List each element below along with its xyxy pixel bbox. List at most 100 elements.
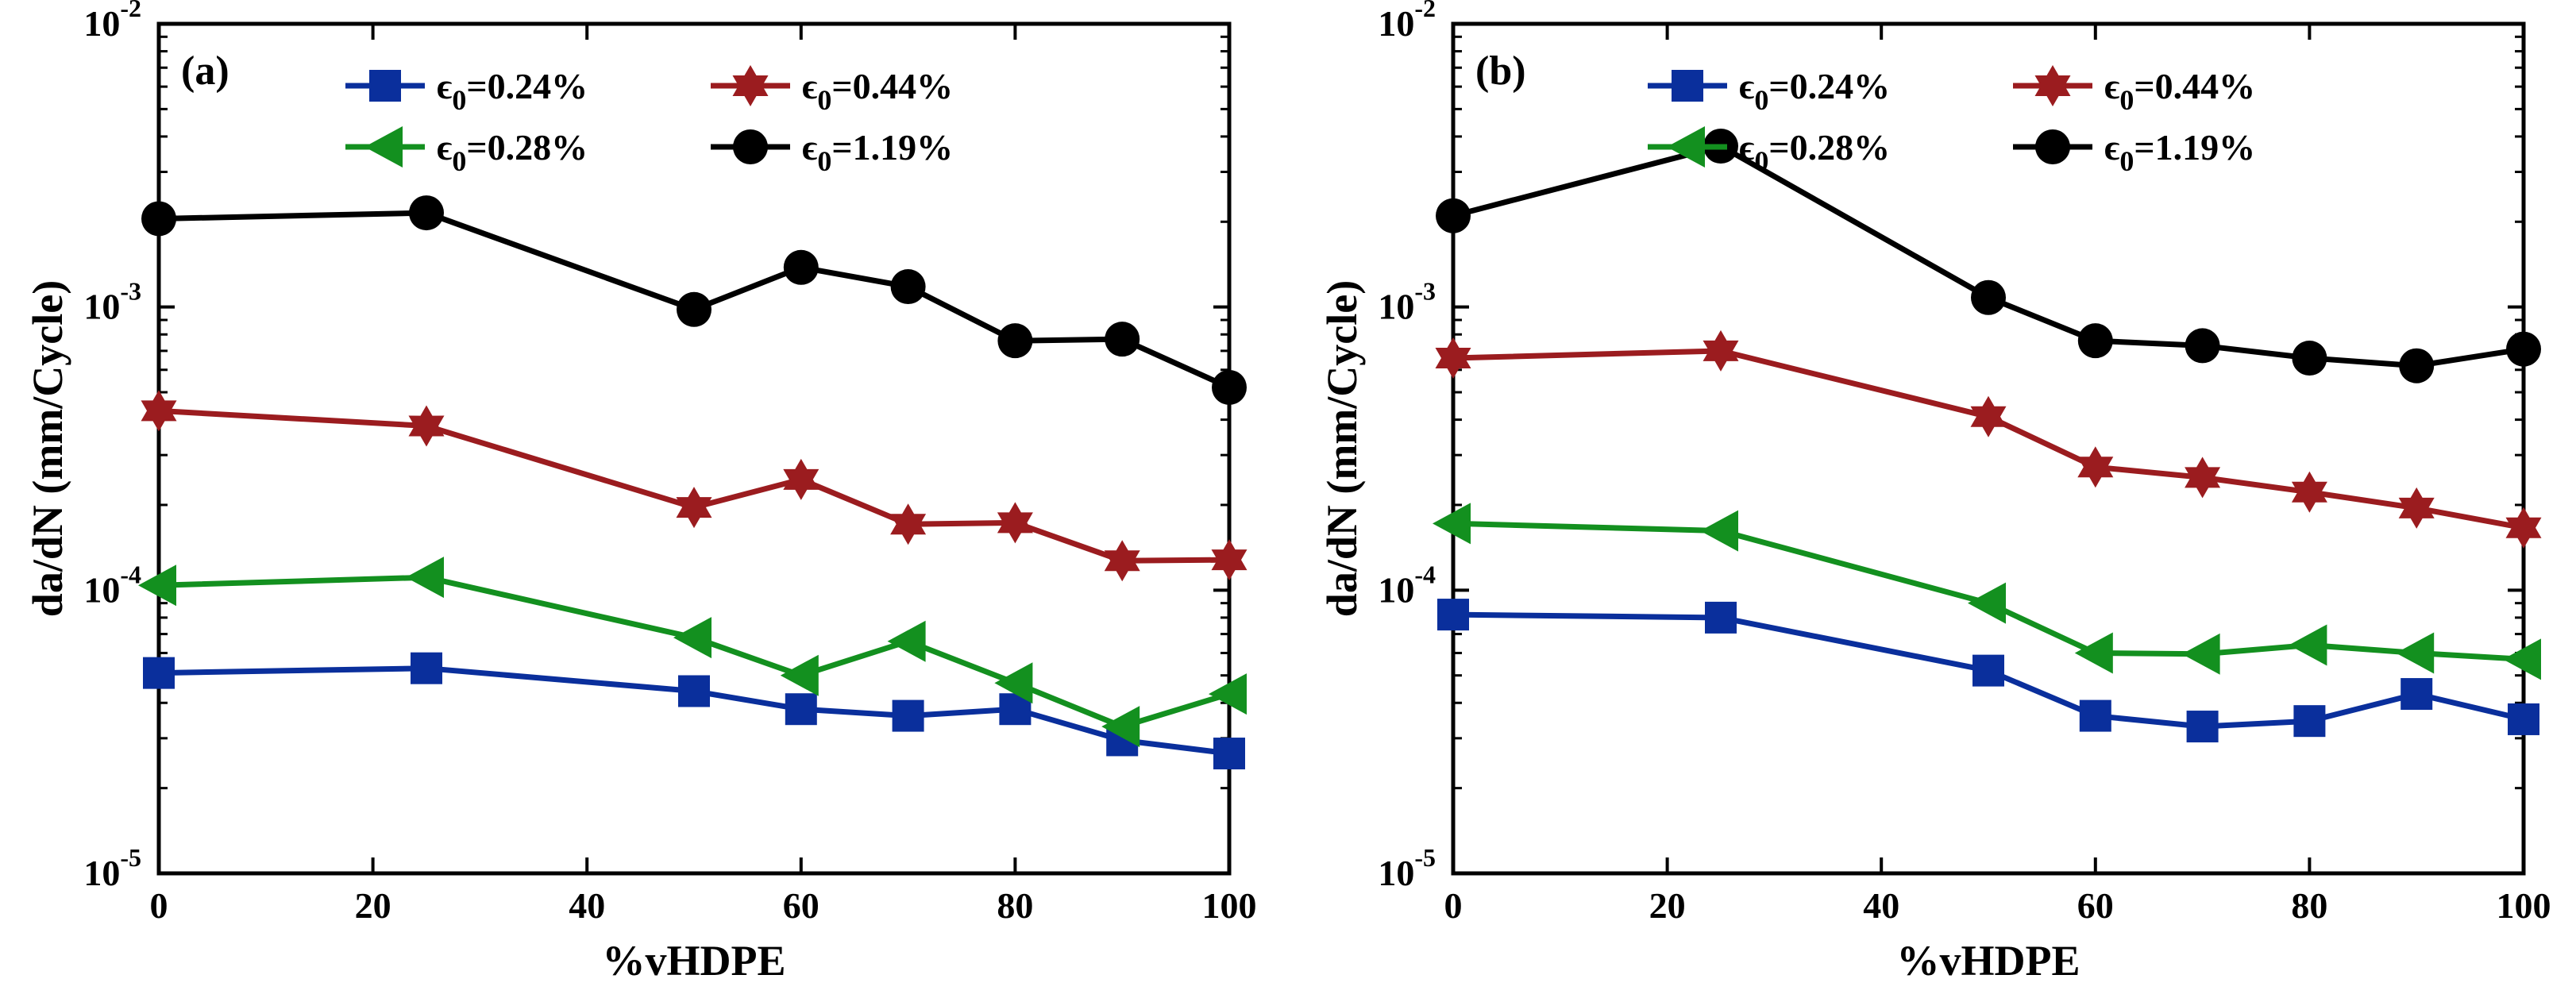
x-tick-label: 40 bbox=[569, 885, 605, 926]
data-point bbox=[1971, 279, 2006, 315]
data-point bbox=[677, 291, 711, 327]
data-point bbox=[785, 693, 817, 726]
data-point bbox=[1700, 510, 1738, 552]
series-square bbox=[1437, 599, 2539, 743]
data-point bbox=[1968, 582, 2006, 624]
legend-entry: ϵ0=0.28% bbox=[345, 126, 588, 177]
data-point bbox=[1101, 706, 1140, 748]
y-tick-label: 10-4 bbox=[1378, 560, 1436, 610]
chart-panel-b: 10-5 10-4 10-3 10-2 0 20 40 60 80 100 %vHDPE da/dN … bbox=[1318, 0, 2551, 985]
data-point bbox=[2185, 457, 2221, 499]
data-point bbox=[1705, 601, 1737, 634]
data-point bbox=[143, 657, 175, 689]
legend-marker bbox=[364, 126, 403, 168]
data-point bbox=[2077, 323, 2113, 359]
y-axis-label: da/dN (mm/Cycle) bbox=[1318, 280, 1366, 617]
data-point bbox=[2503, 638, 2541, 680]
y-tick-label: 10-3 bbox=[1378, 277, 1436, 327]
legend-entry: ϵ0=0.28% bbox=[1648, 126, 1890, 177]
data-point bbox=[783, 458, 819, 500]
data-point bbox=[2185, 328, 2220, 364]
series-line bbox=[158, 407, 1230, 564]
data-point bbox=[2077, 446, 2114, 488]
data-point bbox=[1211, 539, 1248, 581]
legend-label: ϵ0=0.28% bbox=[437, 127, 588, 177]
x-tick-label: 60 bbox=[783, 885, 819, 926]
data-point bbox=[1435, 337, 1471, 379]
x-tick-label: 20 bbox=[355, 885, 391, 926]
series-line bbox=[1452, 348, 2524, 531]
series-line bbox=[158, 665, 1230, 757]
legend-marker bbox=[1667, 126, 1705, 168]
legend-label: ϵ0=1.19% bbox=[2104, 127, 2255, 177]
data-point bbox=[406, 557, 444, 599]
series-line bbox=[1452, 611, 2524, 730]
legend-marker bbox=[369, 70, 401, 102]
series-square bbox=[143, 652, 1245, 770]
data-point bbox=[678, 675, 710, 707]
y-tick-label: 10-3 bbox=[83, 277, 141, 327]
data-point bbox=[2505, 507, 2542, 549]
y-tick-label: 10-4 bbox=[83, 560, 141, 610]
data-point bbox=[1970, 395, 2007, 437]
y-tick-label: 10-5 bbox=[1378, 843, 1436, 893]
series-triangle-left bbox=[1433, 503, 2541, 680]
series-circle bbox=[141, 195, 1247, 405]
x-axis-label: %vHDPE bbox=[1896, 937, 2080, 985]
data-point bbox=[1437, 599, 1469, 631]
x-tick-label: 80 bbox=[997, 885, 1033, 926]
panel-label: (a) bbox=[181, 48, 229, 94]
data-point bbox=[1209, 673, 1247, 715]
legend-marker bbox=[2035, 129, 2070, 164]
legend-label: ϵ0=0.44% bbox=[2104, 66, 2255, 116]
series-line bbox=[158, 574, 1231, 730]
x-tick-label: 0 bbox=[150, 885, 168, 926]
y-tick-label: 10-2 bbox=[83, 0, 141, 44]
data-point bbox=[2293, 705, 2326, 738]
data-point bbox=[2396, 632, 2435, 674]
data-point bbox=[2181, 633, 2220, 675]
data-point bbox=[2186, 711, 2219, 743]
legend-label: ϵ0=1.19% bbox=[802, 127, 953, 177]
data-point bbox=[1213, 738, 1245, 770]
data-point bbox=[2508, 703, 2539, 735]
data-point bbox=[890, 503, 927, 545]
data-point bbox=[1104, 540, 1140, 582]
plot-area-frame bbox=[156, 21, 1232, 876]
series-line bbox=[158, 210, 1231, 391]
data-point bbox=[2398, 487, 2435, 529]
series-hexagram bbox=[141, 390, 1248, 582]
x-tick-label: 20 bbox=[1649, 885, 1686, 926]
legend-label: ϵ0=0.28% bbox=[1739, 127, 1890, 177]
data-point bbox=[2401, 678, 2433, 711]
series-line bbox=[1452, 520, 2524, 662]
data-point bbox=[411, 652, 442, 684]
series-triangle-left bbox=[138, 557, 1247, 748]
data-point bbox=[783, 249, 819, 285]
x-tick-label: 100 bbox=[1202, 885, 1257, 926]
data-point bbox=[673, 617, 711, 659]
panel-label: (b) bbox=[1475, 48, 1526, 94]
data-point bbox=[1703, 329, 1739, 372]
legend-entry: ϵ0=0.44% bbox=[711, 65, 953, 116]
legend-entry: ϵ0=0.24% bbox=[345, 66, 588, 116]
legend-marker bbox=[1672, 70, 1703, 102]
data-point bbox=[1972, 654, 2004, 687]
y-tick-label: 10-2 bbox=[1378, 0, 1436, 44]
x-tick-label: 0 bbox=[1444, 885, 1463, 926]
x-tick-label: 40 bbox=[1863, 885, 1899, 926]
data-point bbox=[1436, 198, 1471, 233]
data-point bbox=[141, 201, 176, 237]
data-point bbox=[408, 405, 445, 447]
data-point bbox=[2506, 331, 2541, 367]
series-circle bbox=[1436, 129, 2541, 383]
legend: ϵ0=0.24% ϵ0=0.44% ϵ0=0.28% ϵ0=1.19% bbox=[1648, 65, 2255, 177]
legend-marker bbox=[2034, 65, 2071, 106]
data-point bbox=[997, 502, 1033, 544]
y-axis-label: da/dN (mm/Cycle) bbox=[24, 280, 71, 617]
x-tick-label: 100 bbox=[2497, 885, 2551, 926]
legend-marker bbox=[732, 65, 769, 106]
legend-entry: ϵ0=0.24% bbox=[1648, 66, 1890, 116]
legend-entry: ϵ0=1.19% bbox=[2013, 127, 2255, 177]
